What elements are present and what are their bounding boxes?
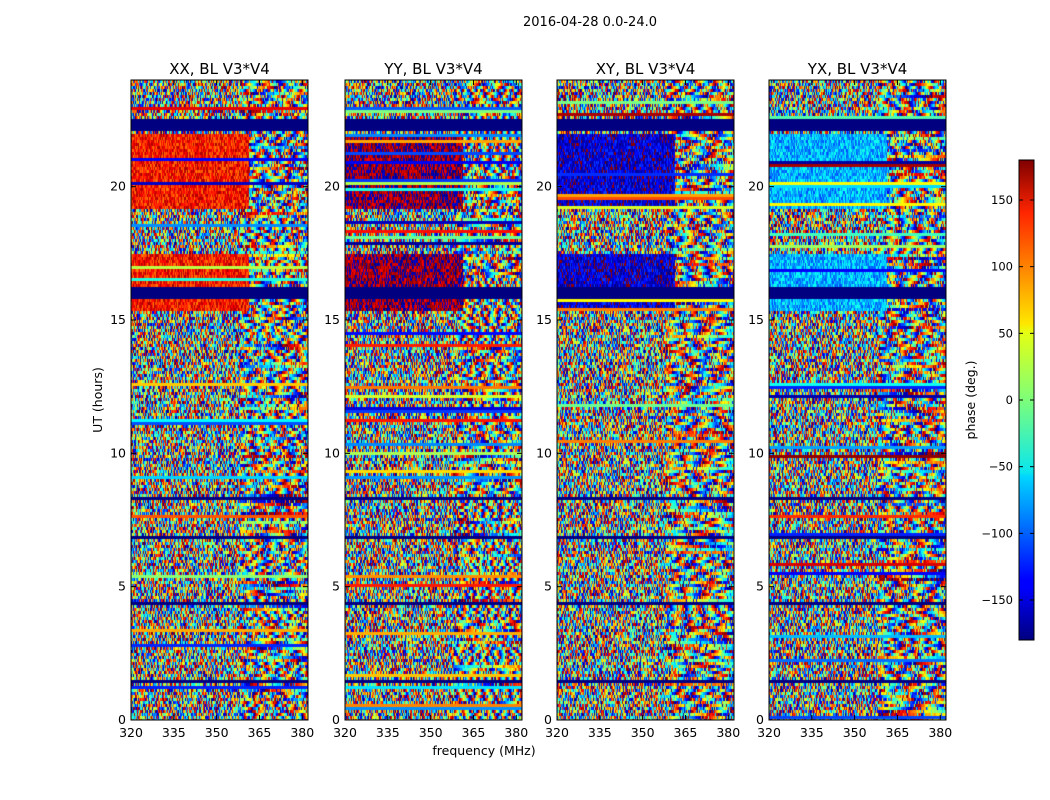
x-tick-label: 350	[205, 725, 229, 740]
colorbar-tick-label: 150	[991, 193, 1013, 207]
x-tick-label: 335	[162, 725, 186, 740]
x-tick-label: 335	[588, 725, 612, 740]
colorbar-tick-label: 0	[1006, 393, 1013, 407]
panel-title: XY, BL V3*V4	[596, 60, 696, 78]
phase-raster-yy	[345, 80, 522, 720]
x-tick-label: 350	[843, 725, 867, 740]
colorbar-label: phase (deg.)	[963, 361, 978, 440]
panel-frame	[130, 79, 309, 721]
y-tick-label: 10	[110, 445, 126, 460]
y-tick-label: 10	[748, 445, 764, 460]
x-tick-label: 320	[333, 725, 357, 740]
colorbar-ticks: 150 100 50 0 −50 −100 −150	[981, 193, 1034, 607]
y-tick-label: 10	[324, 445, 340, 460]
y-tick-label: 0	[332, 712, 340, 727]
y-tick-label: 10	[536, 445, 552, 460]
panel-frame	[768, 79, 947, 721]
x-tick-label: 335	[800, 725, 824, 740]
y-tick-label: 20	[536, 179, 552, 194]
panel-yy: YY, BL V3*V4 320 335 350 365 380 0 5 10 15 20	[324, 60, 528, 740]
y-tick-label: 15	[110, 312, 126, 327]
y-tick-label: 0	[756, 712, 764, 727]
y-tick-label: 5	[332, 579, 340, 594]
colorbar-tick-label: −100	[981, 526, 1013, 540]
y-tick-label: 0	[118, 712, 126, 727]
colorbar-tick-label: −150	[981, 593, 1013, 607]
panel-yx: YX, BL V3*V4 320 335 350 365 380 0 5 10 15 20	[748, 60, 952, 740]
y-tick-label: 15	[536, 312, 552, 327]
panel-title: XX, BL V3*V4	[169, 60, 270, 78]
y-tick-label: 5	[544, 579, 552, 594]
x-tick-label: 380	[928, 725, 952, 740]
panel-frame	[344, 79, 523, 721]
x-tick-label: 365	[462, 725, 486, 740]
x-tick-label: 335	[376, 725, 400, 740]
x-tick-label: 320	[545, 725, 569, 740]
colorbar: 150 100 50 0 −50 −100 −150 phase (deg.)	[963, 159, 1035, 641]
y-tick-label: 5	[118, 579, 126, 594]
panel-frame	[556, 79, 735, 721]
phase-raster-xy	[557, 80, 734, 720]
x-tick-label: 365	[886, 725, 910, 740]
y-tick-label: 20	[748, 179, 764, 194]
colorbar-tick-label: −50	[989, 460, 1013, 474]
x-tick-label: 380	[290, 725, 314, 740]
x-tick-label: 350	[631, 725, 655, 740]
x-tick-label: 365	[248, 725, 272, 740]
y-tick-label: 20	[110, 179, 126, 194]
x-tick-label: 380	[504, 725, 528, 740]
x-tick-label: 365	[674, 725, 698, 740]
y-tick-label: 5	[756, 579, 764, 594]
x-axis-label: frequency (MHz)	[432, 743, 535, 758]
phase-raster-yx	[769, 80, 946, 720]
x-tick-label: 320	[119, 725, 143, 740]
y-tick-label: 15	[324, 312, 340, 327]
panel-title: YX, BL V3*V4	[807, 60, 908, 78]
x-tick-label: 380	[716, 725, 740, 740]
y-tick-label: 0	[544, 712, 552, 727]
panel-xx: XX, BL V3*V4 320 335 350 365 380 0 5 10 15 20	[110, 60, 314, 740]
x-tick-label: 320	[757, 725, 781, 740]
panel-title: YY, BL V3*V4	[383, 60, 482, 78]
figure-title: 2016-04-28 0.0-24.0	[523, 15, 657, 30]
colorbar-tick-label: 50	[998, 326, 1013, 340]
y-tick-label: 15	[748, 312, 764, 327]
phase-raster-xx	[131, 80, 308, 720]
panel-xy: XY, BL V3*V4 320 335 350 365 380 0 5 10 15 20	[536, 60, 740, 740]
y-tick-label: 20	[324, 179, 340, 194]
colorbar-tick-label: 100	[991, 260, 1013, 274]
y-axis-label: UT (hours)	[90, 367, 105, 433]
x-tick-label: 350	[419, 725, 443, 740]
